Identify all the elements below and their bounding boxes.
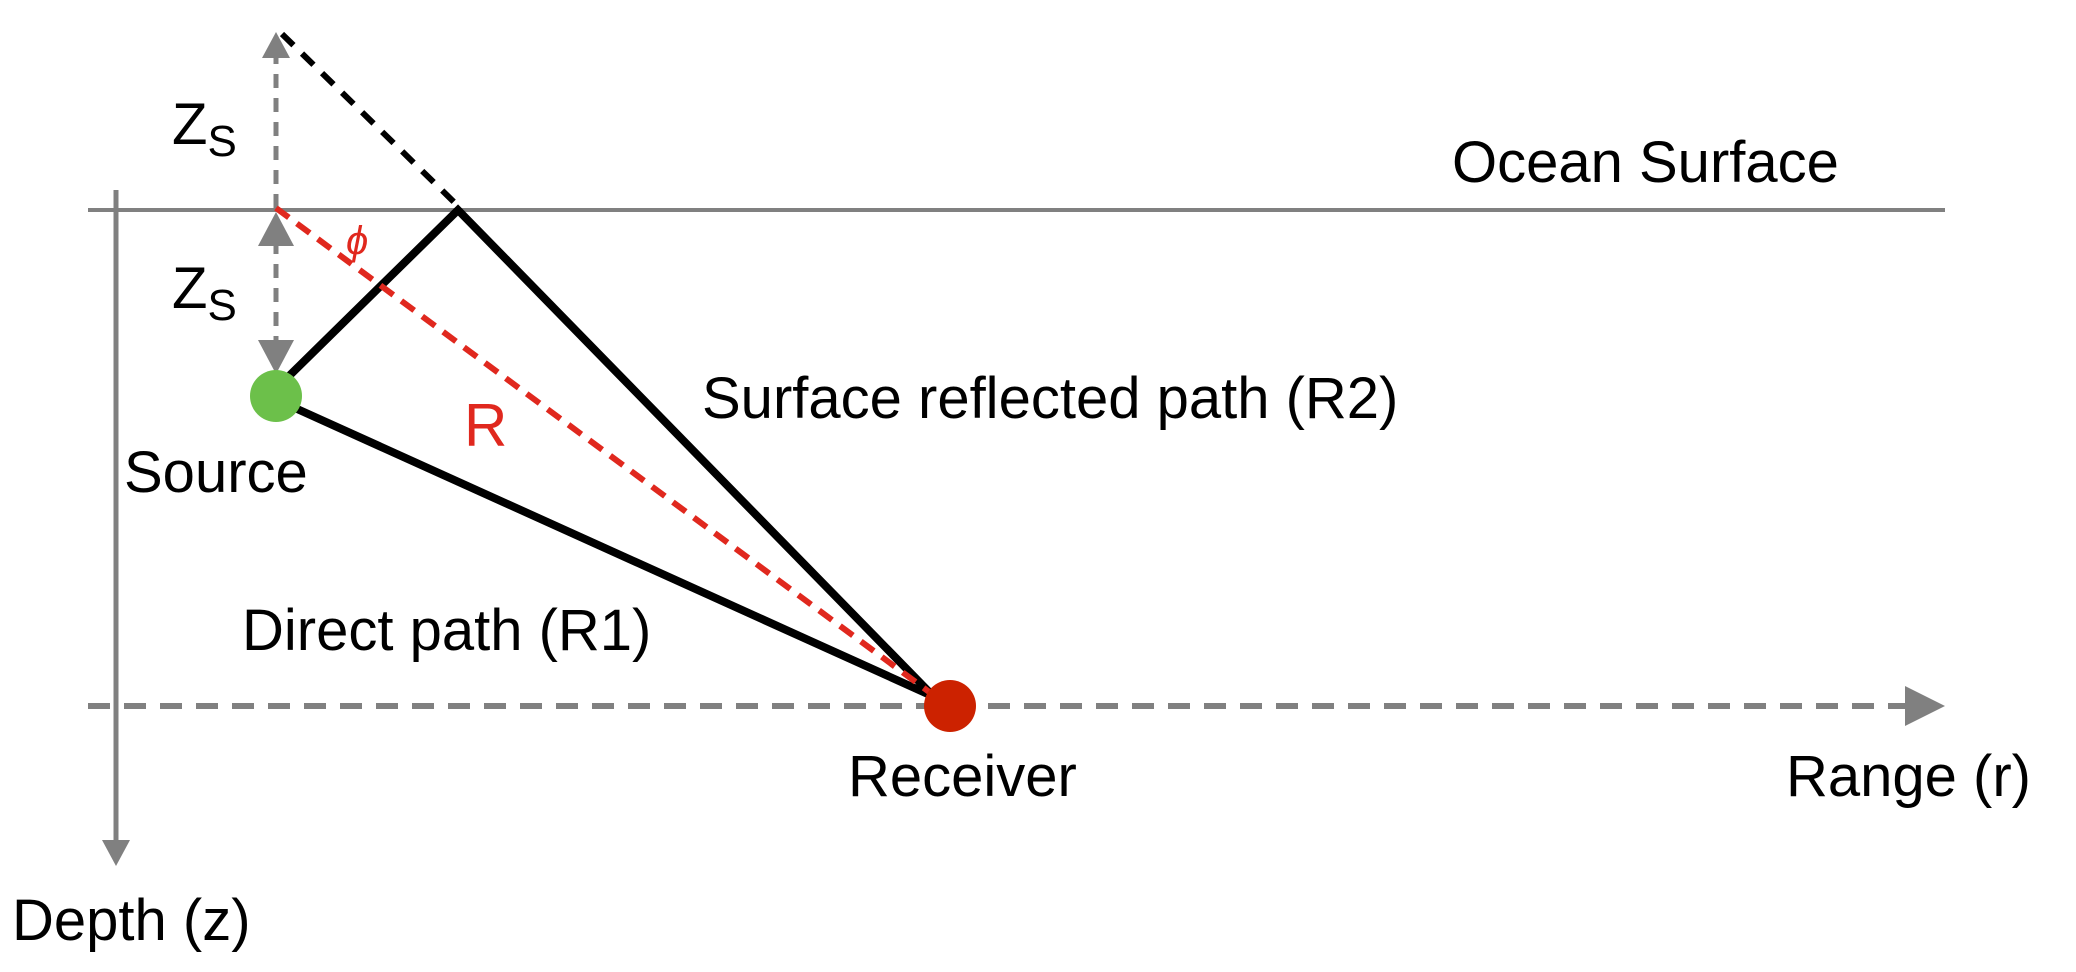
source-depth-arrowhead-down <box>258 340 294 374</box>
source-marker <box>250 370 302 422</box>
surface-reflected-path <box>284 204 940 703</box>
zs-lower-sub: S <box>207 281 236 330</box>
source-depth-arrowhead-up <box>258 212 294 246</box>
zs-upper-sub: S <box>207 117 236 166</box>
zs-upper-label: ZS <box>172 92 237 166</box>
source-label: Source <box>124 440 308 505</box>
range-axis-arrowhead <box>1905 686 1945 726</box>
direct-path-label: Direct path (R1) <box>242 598 651 663</box>
zs-lower-label: ZS <box>172 256 237 330</box>
receiver-marker <box>924 680 976 732</box>
reflected-path-label: Surface reflected path (R2) <box>702 366 1398 431</box>
r-label: R <box>464 392 507 459</box>
image-ray-extension <box>279 31 459 207</box>
image-depth-arrowhead <box>262 32 290 58</box>
receiver-label: Receiver <box>848 744 1077 809</box>
range-r-line <box>274 205 942 703</box>
direct-path <box>293 404 932 699</box>
zs-upper-main: Z <box>172 92 207 157</box>
depth-axis-arrowhead <box>102 840 130 866</box>
depth-axis-label: Depth (z) <box>12 888 251 953</box>
range-axis-label: Range (r) <box>1786 744 2031 809</box>
zs-lower-main: Z <box>172 256 207 321</box>
ocean-surface-label: Ocean Surface <box>1452 130 1839 195</box>
phi-label: ϕ <box>346 219 368 263</box>
